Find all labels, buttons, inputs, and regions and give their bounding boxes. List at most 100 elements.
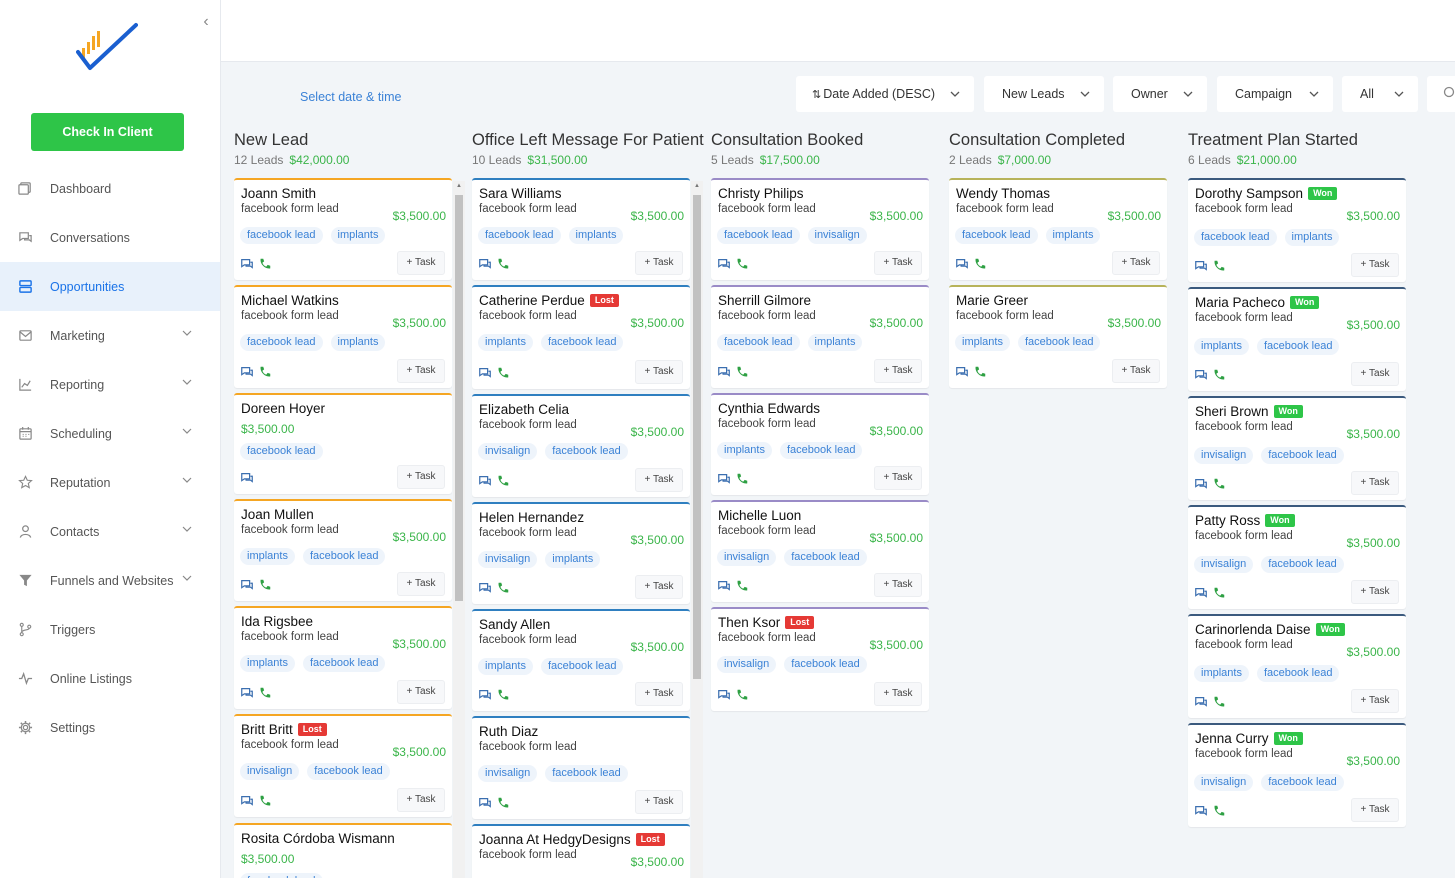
add-task-button[interactable]: + Task xyxy=(397,251,445,275)
sidebar-item-conversations[interactable]: Conversations xyxy=(0,213,220,262)
contact-name[interactable]: Dorothy Sampson Won xyxy=(1195,186,1338,201)
opportunity-card[interactable]: Michael Watkins facebook form lead $3,500.… xyxy=(234,285,452,388)
pipeline-dropdown[interactable]: New Leads xyxy=(984,76,1104,112)
opportunity-card[interactable]: Maria Pacheco Won facebook form lead $3,500… xyxy=(1188,287,1406,391)
tag[interactable]: facebook lead xyxy=(545,765,628,782)
phone-icon[interactable] xyxy=(258,578,272,592)
tag[interactable]: invisalign xyxy=(807,227,867,244)
phone-icon[interactable] xyxy=(735,579,749,593)
sidebar-item-reputation[interactable]: Reputation xyxy=(0,458,220,507)
phone-icon[interactable] xyxy=(258,257,272,271)
new-lead-scrollbar[interactable]: ▲ xyxy=(453,181,465,878)
conversation-icon[interactable] xyxy=(1194,368,1208,382)
contact-name[interactable]: Sara Williams xyxy=(479,186,562,201)
opportunity-card[interactable]: Joanna At HedgyDesigns Lost facebook form … xyxy=(472,824,690,878)
add-task-button[interactable]: + Task xyxy=(635,682,683,706)
tag[interactable]: facebook lead xyxy=(1261,556,1344,573)
contact-name[interactable]: Helen Hernandez xyxy=(479,510,584,525)
sidebar-item-marketing[interactable]: Marketing xyxy=(0,311,220,360)
contact-name[interactable]: Joan Mullen xyxy=(241,507,314,522)
opportunity-card[interactable]: Sara Williams facebook form lead $3,500.00… xyxy=(472,178,690,280)
add-task-button[interactable]: + Task xyxy=(1112,359,1160,383)
phone-icon[interactable] xyxy=(735,472,749,486)
opportunity-card[interactable]: Sherrill Gilmore facebook form lead $3,500… xyxy=(711,285,929,388)
opportunity-card[interactable]: Joann Smith facebook form lead $3,500.00 fa… xyxy=(234,178,452,280)
add-task-button[interactable]: + Task xyxy=(635,790,683,814)
chevron-down-icon[interactable] xyxy=(182,524,192,534)
phone-icon[interactable] xyxy=(496,366,510,380)
tag[interactable]: facebook lead xyxy=(240,334,323,351)
owner-dropdown[interactable]: Owner xyxy=(1113,76,1207,112)
tag[interactable]: facebook lead xyxy=(240,443,323,460)
tag[interactable]: invisalign xyxy=(240,763,300,780)
tag[interactable]: implants xyxy=(240,548,295,565)
sidebar-item-dashboard[interactable]: Dashboard xyxy=(0,164,220,213)
opportunity-card[interactable]: Wendy Thomas facebook form lead $3,500.00 f… xyxy=(949,178,1167,280)
opportunity-card[interactable]: Catherine Perdue Lost facebook form lead $3… xyxy=(472,285,690,389)
add-task-button[interactable]: + Task xyxy=(397,788,445,812)
contact-name[interactable]: Elizabeth Celia xyxy=(479,402,569,417)
collapse-sidebar-icon[interactable]: ‹ xyxy=(203,13,209,30)
conversation-icon[interactable] xyxy=(717,365,731,379)
opportunity-card[interactable]: Christy Philips facebook form lead $3,500.… xyxy=(711,178,929,280)
phone-icon[interactable] xyxy=(496,257,510,271)
conversation-icon[interactable] xyxy=(717,579,731,593)
tag[interactable]: implants xyxy=(1194,338,1249,355)
tag[interactable]: invisalign xyxy=(478,443,538,460)
tag[interactable]: invisalign xyxy=(717,549,777,566)
opportunity-card[interactable]: Helen Hernandez facebook form lead $3,500.… xyxy=(472,502,690,604)
tag[interactable]: invisalign xyxy=(1194,774,1254,791)
tag[interactable]: implants xyxy=(330,334,386,351)
tag[interactable]: implants xyxy=(717,442,772,459)
add-task-button[interactable]: + Task xyxy=(635,468,683,492)
add-task-button[interactable]: + Task xyxy=(1351,580,1399,604)
conversation-icon[interactable] xyxy=(240,365,254,379)
phone-icon[interactable] xyxy=(1212,695,1226,709)
conversation-icon[interactable] xyxy=(1194,804,1208,818)
tag[interactable]: facebook lead xyxy=(240,873,323,878)
sidebar-item-online-listings[interactable]: Online Listings xyxy=(0,654,220,703)
conversation-icon[interactable] xyxy=(240,686,254,700)
opportunity-card[interactable]: Marie Greer facebook form lead $3,500.00 im… xyxy=(949,285,1167,388)
contact-name[interactable]: Christy Philips xyxy=(718,186,804,201)
tag[interactable]: facebook lead xyxy=(784,656,867,673)
tag[interactable]: facebook lead xyxy=(717,334,800,351)
sidebar-item-opportunities[interactable]: Opportunities xyxy=(0,262,220,311)
conversation-icon[interactable] xyxy=(478,796,492,810)
contact-name[interactable]: Then Ksor Lost xyxy=(718,615,815,630)
phone-icon[interactable] xyxy=(496,796,510,810)
chevron-down-icon[interactable] xyxy=(182,377,192,387)
phone-icon[interactable] xyxy=(735,365,749,379)
phone-icon[interactable] xyxy=(258,365,272,379)
conversation-icon[interactable] xyxy=(240,578,254,592)
phone-icon[interactable] xyxy=(1212,586,1226,600)
sidebar-item-funnels-and-websites[interactable]: Funnels and Websites xyxy=(0,556,220,605)
add-task-button[interactable]: + Task xyxy=(397,680,445,704)
tag[interactable]: facebook lead xyxy=(784,549,867,566)
phone-icon[interactable] xyxy=(496,474,510,488)
tag[interactable]: implants xyxy=(955,334,1010,351)
phone-icon[interactable] xyxy=(258,686,272,700)
conversation-icon[interactable] xyxy=(478,688,492,702)
phone-icon[interactable] xyxy=(973,365,987,379)
opportunity-card[interactable]: Joan Mullen facebook form lead $3,500.00 im… xyxy=(234,499,452,601)
tag[interactable]: invisalign xyxy=(717,656,777,673)
add-task-button[interactable]: + Task xyxy=(874,573,922,597)
chevron-down-icon[interactable] xyxy=(182,573,192,583)
opportunity-card[interactable]: Patty Ross Won facebook form lead $3,500.00… xyxy=(1188,505,1406,609)
conversation-icon[interactable] xyxy=(240,794,254,808)
phone-icon[interactable] xyxy=(735,257,749,271)
add-task-button[interactable]: + Task xyxy=(1351,798,1399,822)
opportunity-card[interactable]: Sandy Allen facebook form lead $3,500.00 im… xyxy=(472,609,690,711)
tag[interactable]: facebook lead xyxy=(1261,447,1344,464)
date-time-picker[interactable]: Select date & time xyxy=(300,90,402,104)
phone-icon[interactable] xyxy=(1212,368,1226,382)
chevron-down-icon[interactable] xyxy=(182,475,192,485)
tag[interactable]: facebook lead xyxy=(1194,229,1277,246)
add-task-button[interactable]: + Task xyxy=(1112,251,1160,275)
add-task-button[interactable]: + Task xyxy=(1351,689,1399,713)
opportunity-card[interactable]: Britt Britt Lost facebook form lead $3,500.… xyxy=(234,714,452,817)
chevron-down-icon[interactable] xyxy=(182,328,192,338)
check-in-client-button[interactable]: Check In Client xyxy=(31,113,184,151)
add-task-button[interactable]: + Task xyxy=(635,360,683,384)
